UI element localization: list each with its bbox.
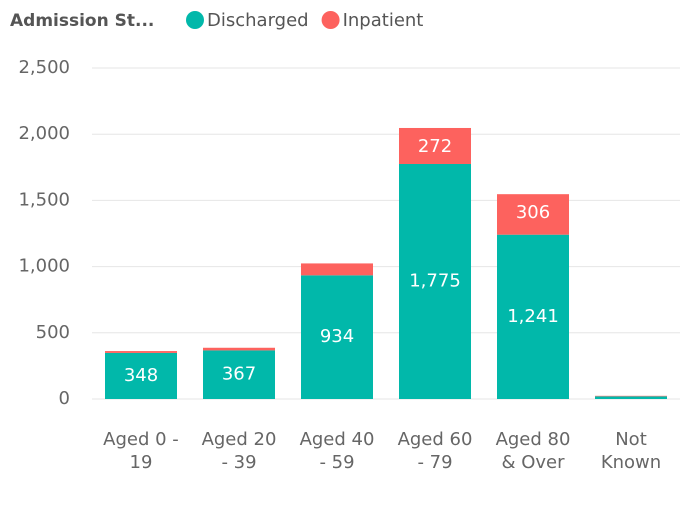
x-tick-label: Aged 20 - 39 [201, 429, 277, 473]
data-label: 1,241 [507, 306, 559, 327]
bar-segment [595, 396, 667, 399]
legend-marker [186, 11, 204, 29]
data-label: 367 [222, 364, 256, 385]
y-tick-label: 500 [36, 322, 70, 343]
data-label: 348 [124, 365, 158, 386]
x-tick-label: Aged 40 - 59 [299, 429, 375, 473]
x-tick-label: Aged 0 - 19 [103, 429, 179, 473]
y-tick-label: 1,000 [18, 256, 70, 277]
legend-label: Discharged [207, 10, 309, 31]
x-tick-label: Aged 80 & Over [495, 429, 571, 473]
data-label: 1,775 [409, 270, 461, 291]
bar-segment [497, 234, 569, 399]
legend-marker [321, 11, 340, 29]
y-tick-label: 2,500 [18, 57, 70, 78]
bar-segment [105, 352, 177, 399]
bar-segment [203, 347, 275, 351]
x-tick-label: Not Known [600, 429, 662, 473]
bar-segment [203, 350, 275, 399]
y-tick-label: 0 [59, 388, 70, 409]
bar-segment [497, 194, 569, 235]
legend-title: Admission St... [10, 11, 154, 31]
y-tick-label: 2,000 [18, 123, 70, 144]
legend-label: Inpatient [343, 10, 424, 31]
data-label: 934 [320, 326, 354, 347]
x-tick-label: Aged 60 - 79 [397, 429, 473, 473]
data-label: 272 [418, 136, 452, 157]
bar-segment [399, 127, 471, 164]
bar-segment [399, 163, 471, 399]
bar-segment [301, 275, 373, 399]
bar-segment [301, 263, 373, 276]
y-tick-label: 1,500 [18, 189, 70, 210]
bar-segment [595, 395, 667, 397]
data-label: 306 [516, 202, 550, 223]
bar-segment [105, 351, 177, 353]
